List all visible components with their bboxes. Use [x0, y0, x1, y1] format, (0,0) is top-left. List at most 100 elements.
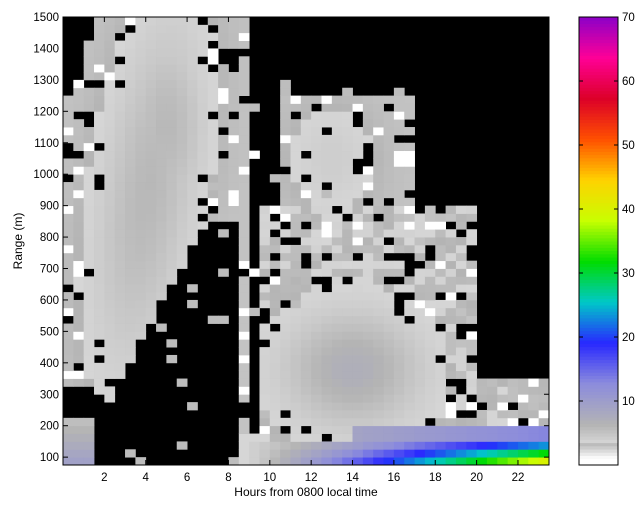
heatmap-cell: [321, 260, 333, 269]
heatmap-cell: [94, 237, 105, 246]
heatmap-cell: [342, 221, 353, 230]
colorbar-segment: [579, 55, 618, 60]
x-tick-label: 2: [101, 472, 107, 484]
heatmap-cell: [342, 425, 353, 434]
heatmap-cell: [383, 127, 395, 136]
heatmap-cell: [414, 276, 426, 285]
colorbar-segment: [579, 327, 618, 332]
heatmap-cell: [114, 197, 126, 207]
heatmap-cell: [373, 158, 384, 167]
heatmap-cell: [218, 229, 229, 238]
heatmap-cell: [362, 260, 374, 269]
heatmap-cell: [373, 299, 384, 309]
heatmap-cell: [104, 32, 116, 41]
heatmap-cell: [63, 103, 74, 112]
heatmap-cell: [311, 292, 322, 301]
heatmap-cell: [73, 213, 85, 222]
heatmap-cell: [218, 87, 229, 96]
heatmap-cell: [166, 205, 178, 214]
heatmap-cell: [238, 166, 250, 175]
heatmap-cell: [466, 425, 478, 434]
heatmap-cell: [352, 292, 364, 301]
heatmap-cell: [424, 362, 436, 372]
heatmap-cell: [455, 307, 467, 317]
heatmap-cell: [73, 425, 85, 434]
heatmap-cell: [435, 221, 446, 230]
heatmap-cell: [362, 174, 374, 183]
heatmap-cell: [321, 370, 333, 379]
colorbar-segment: [579, 298, 618, 303]
heatmap-cell: [352, 260, 364, 269]
colorbar-segment: [579, 250, 618, 255]
heatmap-cell: [135, 174, 147, 183]
heatmap-cell: [104, 189, 116, 199]
heatmap-cell: [114, 127, 126, 136]
heatmap-cell: [73, 197, 85, 207]
heatmap-cell: [135, 268, 147, 277]
y-tick-label: 1400: [33, 43, 59, 55]
heatmap-cell: [300, 134, 312, 144]
heatmap-cell: [466, 229, 478, 238]
heatmap-cell: [352, 95, 364, 104]
colorbar-segment: [579, 241, 618, 245]
heatmap-cell: [83, 378, 95, 387]
heatmap-cell: [455, 260, 467, 269]
heatmap-cell: [300, 103, 312, 112]
heatmap-cell: [145, 150, 157, 159]
colorbar-segment: [579, 132, 618, 136]
heatmap-cell: [300, 402, 312, 411]
heatmap-cell: [238, 244, 250, 254]
heatmap-cell: [466, 260, 478, 269]
colorbar-tick-label: 70: [622, 12, 635, 24]
heatmap-cell: [176, 119, 188, 128]
heatmap-cell: [187, 229, 198, 238]
heatmap-cell: [228, 142, 240, 152]
colorbar-segment: [579, 39, 618, 44]
heatmap-cell: [83, 347, 95, 356]
heatmap-cell: [404, 229, 415, 238]
heatmap-cell: [63, 362, 74, 372]
y-tick-label: 300: [40, 389, 59, 401]
heatmap-cell: [342, 347, 353, 356]
heatmap-cell: [445, 354, 457, 364]
heatmap-cell: [83, 221, 95, 230]
heatmap-cell: [362, 425, 374, 434]
heatmap-cell: [269, 354, 281, 364]
heatmap-cell: [83, 307, 95, 317]
heatmap-cell: [424, 449, 436, 458]
heatmap-cell: [362, 331, 374, 340]
heatmap-cell: [135, 150, 147, 159]
heatmap-cell: [228, 119, 240, 128]
heatmap-cell: [331, 197, 343, 207]
heatmap-cell: [373, 229, 384, 238]
heatmap-cell: [362, 394, 374, 403]
heatmap-cell: [393, 182, 405, 191]
heatmap-cell: [104, 79, 116, 89]
heatmap-cell: [331, 150, 343, 159]
heatmap-cell: [342, 362, 353, 372]
heatmap-cell: [311, 213, 322, 222]
heatmap-cell: [94, 229, 105, 238]
heatmap-cell: [445, 284, 457, 293]
heatmap-cell: [342, 103, 353, 112]
heatmap-cell: [393, 284, 405, 293]
heatmap-cell: [63, 252, 74, 262]
heatmap-cell: [104, 64, 116, 73]
heatmap-cell: [280, 95, 291, 104]
heatmap-cell: [466, 331, 478, 340]
heatmap-cell: [238, 87, 250, 96]
heatmap-cell: [145, 189, 157, 199]
heatmap-cell: [228, 174, 240, 183]
heatmap-cell: [331, 189, 343, 199]
heatmap-cell: [300, 457, 312, 466]
heatmap-cell: [311, 339, 322, 348]
colorbar-segment: [579, 436, 618, 440]
heatmap-cell: [238, 40, 250, 49]
heatmap-cell: [352, 394, 364, 403]
heatmap-cell: [156, 87, 167, 96]
heatmap-cell: [187, 127, 198, 136]
heatmap-cell: [104, 166, 116, 175]
heatmap-cell: [187, 103, 198, 112]
heatmap-cell: [114, 134, 126, 144]
heatmap-cell: [104, 24, 116, 34]
